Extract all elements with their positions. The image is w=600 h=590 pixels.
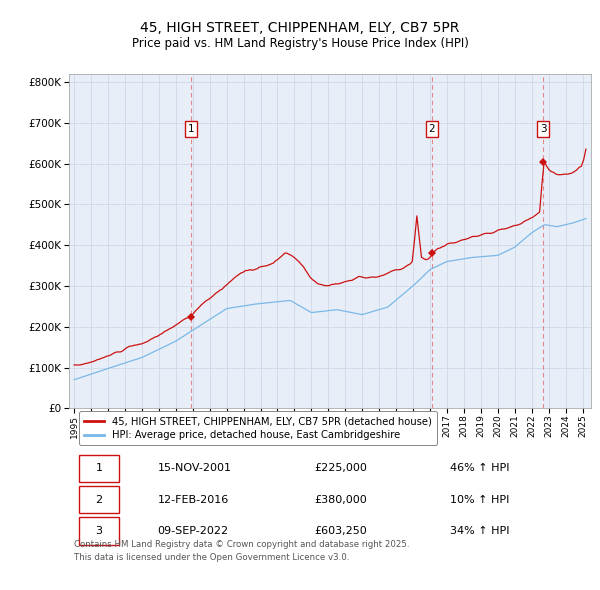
Legend: 45, HIGH STREET, CHIPPENHAM, ELY, CB7 5PR (detached house), HPI: Average price, : 45, HIGH STREET, CHIPPENHAM, ELY, CB7 5P… — [79, 411, 437, 445]
Text: 1: 1 — [187, 124, 194, 134]
Text: 46% ↑ HPI: 46% ↑ HPI — [450, 463, 509, 473]
Text: 1: 1 — [95, 463, 103, 473]
Text: 34% ↑ HPI: 34% ↑ HPI — [450, 526, 509, 536]
Text: 09-SEP-2022: 09-SEP-2022 — [158, 526, 229, 536]
Text: £380,000: £380,000 — [314, 494, 367, 504]
Text: 2: 2 — [429, 124, 436, 134]
FancyBboxPatch shape — [79, 517, 119, 545]
Text: 3: 3 — [540, 124, 547, 134]
Text: 3: 3 — [95, 526, 103, 536]
Text: 12-FEB-2016: 12-FEB-2016 — [158, 494, 229, 504]
Text: £603,250: £603,250 — [314, 526, 367, 536]
FancyBboxPatch shape — [79, 486, 119, 513]
Text: 15-NOV-2001: 15-NOV-2001 — [158, 463, 232, 473]
FancyBboxPatch shape — [79, 454, 119, 482]
Text: 45, HIGH STREET, CHIPPENHAM, ELY, CB7 5PR: 45, HIGH STREET, CHIPPENHAM, ELY, CB7 5P… — [140, 21, 460, 35]
Text: Contains HM Land Registry data © Crown copyright and database right 2025.
This d: Contains HM Land Registry data © Crown c… — [74, 540, 410, 562]
Text: Price paid vs. HM Land Registry's House Price Index (HPI): Price paid vs. HM Land Registry's House … — [131, 37, 469, 50]
Text: 10% ↑ HPI: 10% ↑ HPI — [450, 494, 509, 504]
Text: £225,000: £225,000 — [314, 463, 367, 473]
Text: 2: 2 — [95, 494, 103, 504]
